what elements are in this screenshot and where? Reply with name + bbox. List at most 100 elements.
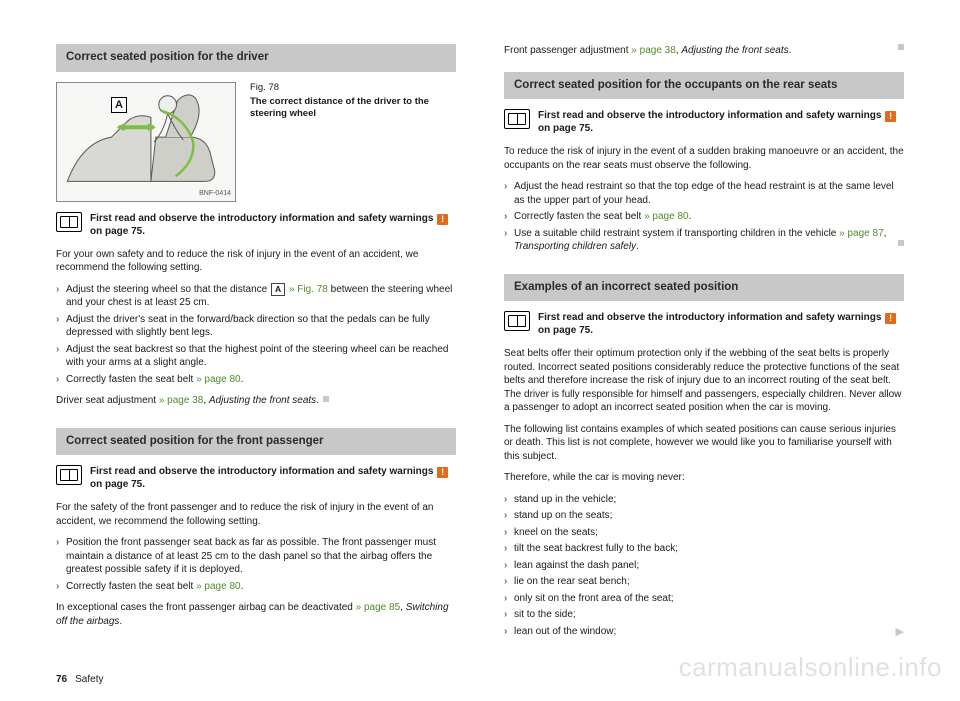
li-italic: Transporting children safely bbox=[514, 241, 636, 252]
read-text-b: on page 75. bbox=[538, 123, 593, 134]
figure-id: BNF-0414 bbox=[199, 189, 231, 198]
spacer bbox=[504, 262, 904, 274]
read-first-text: First read and observe the introductory … bbox=[538, 109, 904, 135]
read-first-text: First read and observe the introductory … bbox=[90, 465, 456, 491]
p-text: In exceptional cases the front passenger… bbox=[56, 602, 356, 613]
figure-title: The correct distance of the driver to th… bbox=[250, 96, 429, 119]
list-item: Correctly fasten the seat belt » page 80… bbox=[56, 580, 456, 594]
p-text: . bbox=[119, 616, 122, 627]
xref: » page 85 bbox=[356, 602, 401, 613]
warning-icon: ! bbox=[437, 467, 448, 478]
read-first-text: First read and observe the introductory … bbox=[538, 311, 904, 337]
read-first-row: First read and observe the introductory … bbox=[504, 311, 904, 337]
li-text: . bbox=[636, 241, 639, 252]
read-first-row: First read and observe the introductory … bbox=[56, 212, 456, 238]
list-item: kneel on the seats; bbox=[504, 526, 904, 540]
paragraph: Therefore, while the car is moving never… bbox=[504, 471, 904, 485]
read-text-a: First read and observe the introductory … bbox=[538, 110, 884, 121]
xref: » page 38 bbox=[631, 45, 676, 56]
figure-row: A BNF-0414 Fig. 78 The correct distance … bbox=[56, 82, 456, 202]
read-first-row: First read and observe the introductory … bbox=[56, 465, 456, 491]
figure-a-marker: A bbox=[111, 97, 127, 113]
key-a-badge: A bbox=[271, 283, 285, 296]
paragraph: Driver seat adjustment » page 38, Adjust… bbox=[56, 394, 456, 408]
xref: » page 87 bbox=[839, 228, 884, 239]
figure-78: A BNF-0414 bbox=[56, 82, 236, 202]
bullet-list: Position the front passenger seat back a… bbox=[56, 536, 456, 593]
p-text: . bbox=[789, 45, 792, 56]
spacer bbox=[56, 416, 456, 428]
list-item: Correctly fasten the seat belt » page 80… bbox=[504, 210, 904, 224]
book-icon bbox=[504, 311, 530, 331]
section-heading-incorrect: Examples of an incorrect seated position bbox=[504, 274, 904, 302]
p-italic: Adjusting the front seats bbox=[681, 45, 788, 56]
paragraph: Front passenger adjustment » page 38, Ad… bbox=[504, 44, 791, 58]
book-icon bbox=[56, 212, 82, 232]
section-end-icon bbox=[323, 396, 329, 402]
li-text: , bbox=[884, 228, 887, 239]
section-heading-front-passenger: Correct seated position for the front pa… bbox=[56, 428, 456, 456]
list-item: Use a suitable child restraint system if… bbox=[504, 227, 904, 254]
bullet-list: stand up in the vehicle; stand up on the… bbox=[504, 493, 904, 639]
paragraph: The following list contains examples of … bbox=[504, 423, 904, 464]
li-text: Correctly fasten the seat belt bbox=[66, 581, 196, 592]
list-item: stand up on the seats; bbox=[504, 509, 904, 523]
list-item: only sit on the front area of the seat; bbox=[504, 592, 904, 606]
figure-caption: Fig. 78 The correct distance of the driv… bbox=[250, 82, 456, 202]
list-item: stand up in the vehicle; bbox=[504, 493, 904, 507]
xref: » page 80 bbox=[196, 581, 241, 592]
bullet-list: Adjust the steering wheel so that the di… bbox=[56, 283, 456, 387]
page-footer: 76 Safety bbox=[56, 674, 103, 685]
xref: » Fig. 78 bbox=[286, 284, 328, 295]
li-text: Adjust the steering wheel so that the di… bbox=[66, 284, 270, 295]
li-text: . bbox=[689, 211, 692, 222]
li-text: Correctly fasten the seat belt bbox=[514, 211, 644, 222]
li-text: Use a suitable child restraint system if… bbox=[514, 228, 839, 239]
book-icon bbox=[56, 465, 82, 485]
list-item: Adjust the seat backrest so that the hig… bbox=[56, 343, 456, 370]
continued-icon: ▶ bbox=[896, 625, 904, 640]
warning-icon: ! bbox=[885, 111, 896, 122]
read-text-a: First read and observe the introductory … bbox=[90, 213, 436, 224]
li-text: Correctly fasten the seat belt bbox=[66, 374, 196, 385]
li-text: lean out of the window; bbox=[514, 626, 616, 637]
paragraph: Seat belts offer their optimum protectio… bbox=[504, 347, 904, 415]
page-number: 76 bbox=[56, 674, 67, 685]
section-heading-driver: Correct seated position for the driver bbox=[56, 44, 456, 72]
p-text: Driver seat adjustment bbox=[56, 395, 159, 406]
left-column: Correct seated position for the driver A… bbox=[40, 44, 480, 691]
read-text-b: on page 75. bbox=[90, 226, 145, 237]
list-item: lean against the dash panel; bbox=[504, 559, 904, 573]
paragraph: For your own safety and to reduce the ri… bbox=[56, 248, 456, 275]
list-item: sit to the side; bbox=[504, 608, 904, 622]
section-heading-rear-seats: Correct seated position for the occupant… bbox=[504, 72, 904, 100]
warning-icon: ! bbox=[437, 214, 448, 225]
read-text-b: on page 75. bbox=[538, 325, 593, 336]
read-text-a: First read and observe the introductory … bbox=[538, 312, 884, 323]
paragraph: In exceptional cases the front passenger… bbox=[56, 601, 456, 628]
read-first-text: First read and observe the introductory … bbox=[90, 212, 456, 238]
read-first-row: First read and observe the introductory … bbox=[504, 109, 904, 135]
paragraph: To reduce the risk of injury in the even… bbox=[504, 145, 904, 172]
figure-label: Fig. 78 bbox=[250, 82, 456, 94]
li-text: . bbox=[241, 581, 244, 592]
seat-illustration bbox=[57, 83, 235, 201]
xref: » page 38 bbox=[159, 395, 204, 406]
li-text: . bbox=[241, 374, 244, 385]
paragraph: For the safety of the front passenger an… bbox=[56, 501, 456, 528]
xref: » page 80 bbox=[196, 374, 241, 385]
p-text: Front passenger adjustment bbox=[504, 45, 631, 56]
top-continuation-line: Front passenger adjustment » page 38, Ad… bbox=[504, 44, 904, 58]
list-item: Correctly fasten the seat belt » page 80… bbox=[56, 373, 456, 387]
chapter-name: Safety bbox=[75, 674, 103, 685]
warning-icon: ! bbox=[885, 313, 896, 324]
list-item: Position the front passenger seat back a… bbox=[56, 536, 456, 577]
p-text: . bbox=[316, 395, 319, 406]
right-column: Front passenger adjustment » page 38, Ad… bbox=[480, 44, 920, 691]
read-text-b: on page 75. bbox=[90, 479, 145, 490]
xref: » page 80 bbox=[644, 211, 689, 222]
read-text-a: First read and observe the introductory … bbox=[90, 466, 436, 477]
book-icon bbox=[504, 109, 530, 129]
list-item: lean out of the window; ▶ bbox=[504, 625, 904, 639]
section-end-icon bbox=[898, 44, 904, 50]
